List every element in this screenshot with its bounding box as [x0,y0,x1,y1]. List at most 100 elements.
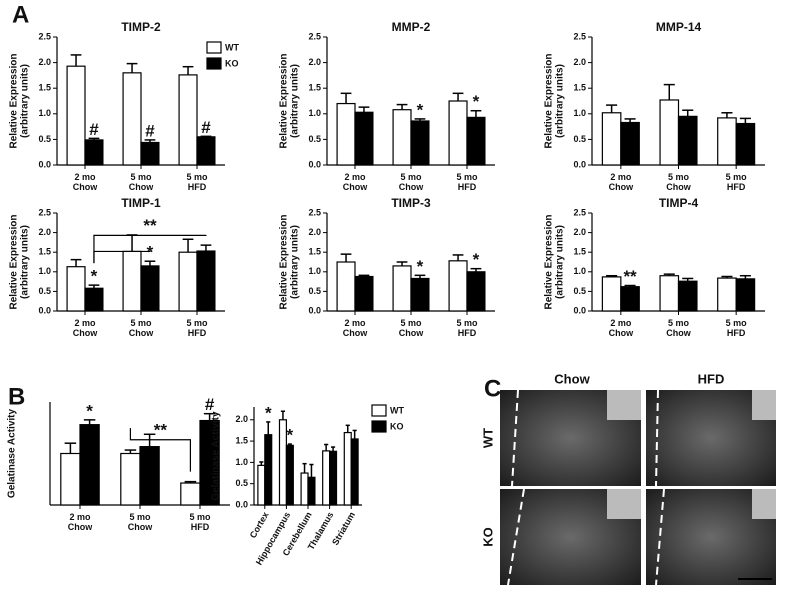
boundary [507,488,525,586]
bar [178,251,198,312]
legend-swatch [206,57,222,70]
x-tick-label: 5 mo HFD [186,172,208,192]
y-tick-label: 0.5 [308,286,321,296]
y-tick-label: 2.0 [308,227,321,237]
bar [448,100,468,166]
y-tick-label: 2.0 [308,57,321,67]
row-label: WT [480,428,495,448]
y-tick-label: 1.5 [308,247,321,257]
bar [329,450,338,506]
bar [336,261,356,312]
bar [350,438,359,506]
x-tick-label: Cortex [248,510,271,540]
y-tick-label: 0.5 [38,134,51,144]
significance-mark: # [201,118,211,137]
y-tick-label: 0.5 [38,286,51,296]
y-tick-label: 1.0 [308,108,321,118]
bar [122,250,142,312]
chart-title: TIMP-4 [659,196,699,210]
x-tick-label: 5 mo HFD [726,172,748,192]
significance-mark: * [91,267,98,286]
x-tick-label: 5 mo Chow [666,172,691,192]
y-tick-label: 2.0 [38,227,51,237]
micrographs [500,389,776,586]
y-tick-label: 0.5 [573,286,586,296]
y-tick-label: 1.5 [38,247,51,257]
chart-title: MMP-2 [392,20,431,34]
y-tick-label: 2.5 [573,207,586,217]
bar [322,450,331,506]
x-tick-label: 5 mo Chow [666,318,691,338]
y-tick-label: 1.0 [38,266,51,276]
y-axis-label: Relative Expression(arbitrary units) [8,53,30,148]
bar [466,116,486,166]
y-tick-label: 0.0 [308,305,321,315]
legend-label: KO [390,421,404,431]
bar [659,99,680,166]
bar [677,280,698,312]
bar [120,452,141,506]
bar [140,141,160,166]
bar [122,72,142,166]
bar [735,278,756,312]
y-tick-label: 2.0 [573,227,586,237]
x-tick-label: 2 mo Chow [73,172,98,192]
y-tick-label: 2.5 [38,31,51,41]
bar [620,121,640,166]
y-tick-label: 1.5 [308,83,321,93]
bar [410,277,430,312]
bar [66,65,86,166]
y-tick-label: 1.0 [308,266,321,276]
y-tick-label: 1.0 [573,108,586,118]
boundary [655,488,665,586]
bar [336,102,356,166]
bar [448,260,468,312]
y-axis-label: Relative Expression(arbitrary units) [8,214,30,309]
y-tick-label: 1.0 [235,457,248,467]
x-tick-label: 5 mo HFD [456,318,478,338]
bracket-label: ** [143,216,157,235]
bar [735,122,756,166]
bar [307,476,316,506]
x-tick-label: 5 mo Chow [128,512,153,532]
column-label: Chow [554,371,590,386]
significance-mark: # [205,395,215,414]
x-tick-label: 5 mo Chow [129,318,154,338]
y-tick-label: 0.0 [38,159,51,169]
inset [607,489,641,519]
chart-title: TIMP-3 [391,196,431,210]
bar [717,117,737,166]
y-tick-label: 1.5 [38,83,51,93]
bar [180,482,201,506]
bar [140,265,160,312]
bracket [129,428,191,472]
bar [300,472,309,506]
x-tick-label: 2 mo Chow [343,172,368,192]
x-tick-label: 2 mo Chow [68,512,93,532]
boundary [511,389,519,487]
bar [677,115,698,166]
significance-mark: # [89,120,99,139]
y-tick-label: 1.0 [38,108,51,118]
bar [257,464,266,506]
bar [392,109,412,166]
bar [717,277,737,312]
inset [752,489,776,519]
legend-swatch [371,420,387,433]
bar [264,434,273,506]
x-tick-label: 2 mo Chow [343,318,368,338]
x-tick-label: 5 mo Chow [399,172,424,192]
legend-label: WT [225,42,239,52]
y-axis-label: Gelatinase Activity [7,409,18,499]
x-tick-label: 2 mo Chow [609,172,634,192]
y-tick-label: 2.5 [308,31,321,41]
bar [84,287,104,312]
x-tick-label: 5 mo HFD [726,318,748,338]
significance-mark: * [265,403,272,422]
panel-letter: A [12,1,29,28]
bracket-label: ** [154,420,168,439]
chart-title: TIMP-1 [121,196,161,210]
bar [84,139,104,166]
x-tick-label: 5 mo Chow [399,318,424,338]
